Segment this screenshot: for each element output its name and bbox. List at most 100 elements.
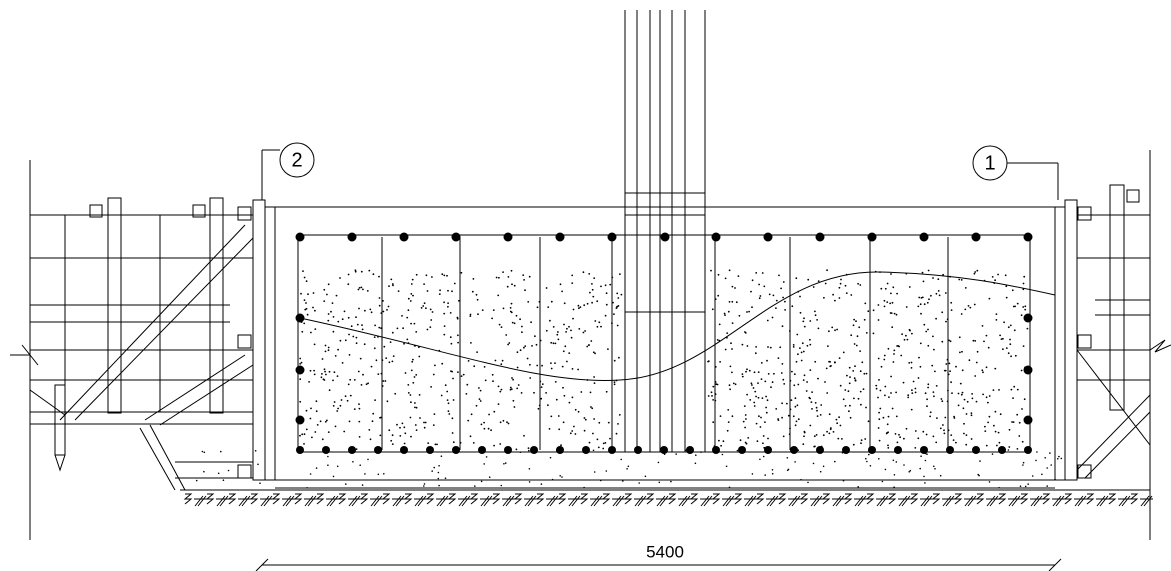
speckle (741, 375, 744, 378)
speckle (771, 316, 774, 319)
speckle (346, 399, 349, 402)
speckle (893, 474, 896, 476)
speckle (972, 339, 975, 342)
speckle (766, 399, 769, 402)
speckle (447, 410, 450, 412)
speckle (493, 410, 496, 413)
speckle (963, 422, 965, 425)
speckle (355, 448, 358, 450)
speckle (593, 277, 596, 279)
speckle (714, 298, 717, 300)
speckle (882, 416, 885, 419)
speckle (985, 444, 988, 447)
speckle (958, 278, 961, 281)
speckle (373, 347, 376, 350)
speckle (412, 381, 415, 384)
speckle (809, 343, 812, 346)
speckle (841, 438, 843, 440)
speckle (580, 391, 583, 393)
speckle (333, 401, 336, 403)
speckle (836, 422, 839, 425)
speckle (201, 450, 204, 453)
speckle (438, 293, 441, 295)
speckle (565, 331, 567, 333)
speckle (755, 422, 758, 425)
speckle (854, 379, 857, 382)
ground-hatch (183, 493, 1153, 507)
speckle (846, 374, 848, 377)
speckle (950, 309, 953, 311)
speckle (861, 361, 864, 364)
speckle (452, 399, 455, 401)
speckle (574, 433, 577, 435)
speckle (410, 283, 413, 285)
speckle (306, 487, 308, 489)
speckle (358, 420, 361, 423)
speckle (524, 289, 526, 292)
speckle (515, 448, 518, 451)
hatch-mark (1008, 495, 1021, 507)
speckle (965, 413, 968, 415)
speckle (487, 427, 490, 430)
speckle (756, 440, 759, 443)
speckle (476, 351, 478, 353)
rebar-dot (971, 232, 981, 242)
speckle (806, 381, 808, 383)
speckle (1019, 485, 1022, 488)
speckle (627, 465, 630, 468)
hatch-mark (1129, 493, 1139, 505)
speckle (959, 382, 962, 385)
hatch-mark (183, 493, 193, 505)
speckle (865, 406, 867, 409)
speckle (615, 432, 618, 435)
speckle (552, 342, 555, 345)
speckle (315, 410, 318, 413)
speckle (362, 288, 364, 291)
speckle (385, 357, 388, 359)
speckle (881, 480, 884, 483)
speckle (604, 284, 607, 287)
speckle (312, 292, 315, 294)
speckle (1046, 485, 1048, 487)
speckle (370, 365, 373, 368)
speckle (462, 373, 465, 376)
speckle (571, 274, 574, 277)
speckle (638, 482, 640, 484)
speckle (727, 310, 730, 313)
speckle (914, 447, 917, 449)
speckle (536, 306, 539, 309)
speckle (886, 282, 889, 285)
speckle (834, 460, 836, 463)
speckle (596, 438, 599, 441)
speckle (927, 328, 929, 331)
speckle (961, 369, 964, 372)
speckle (865, 332, 868, 334)
speckle (303, 433, 306, 436)
speckle (780, 287, 782, 290)
rebar (295, 232, 1033, 454)
speckle (905, 272, 908, 275)
speckle (434, 443, 437, 446)
speckle (923, 303, 926, 306)
hatch-mark (1107, 493, 1117, 505)
speckle (609, 283, 612, 286)
speckle (423, 426, 426, 429)
speckle (515, 314, 518, 317)
speckle (617, 423, 619, 425)
speckle (883, 305, 886, 308)
speckle (844, 284, 847, 287)
speckle (522, 274, 525, 276)
speckle (357, 288, 360, 291)
speckle (684, 449, 687, 452)
speckle (513, 284, 516, 287)
marker-circle (972, 145, 1008, 181)
speckle (507, 343, 509, 346)
speckle (819, 470, 822, 473)
speckle (441, 362, 444, 365)
speckle (577, 368, 579, 371)
rebar-dot (1023, 313, 1033, 323)
speckle (418, 346, 420, 349)
speckle (545, 287, 548, 289)
speckle (734, 383, 737, 386)
speckle (438, 349, 441, 352)
